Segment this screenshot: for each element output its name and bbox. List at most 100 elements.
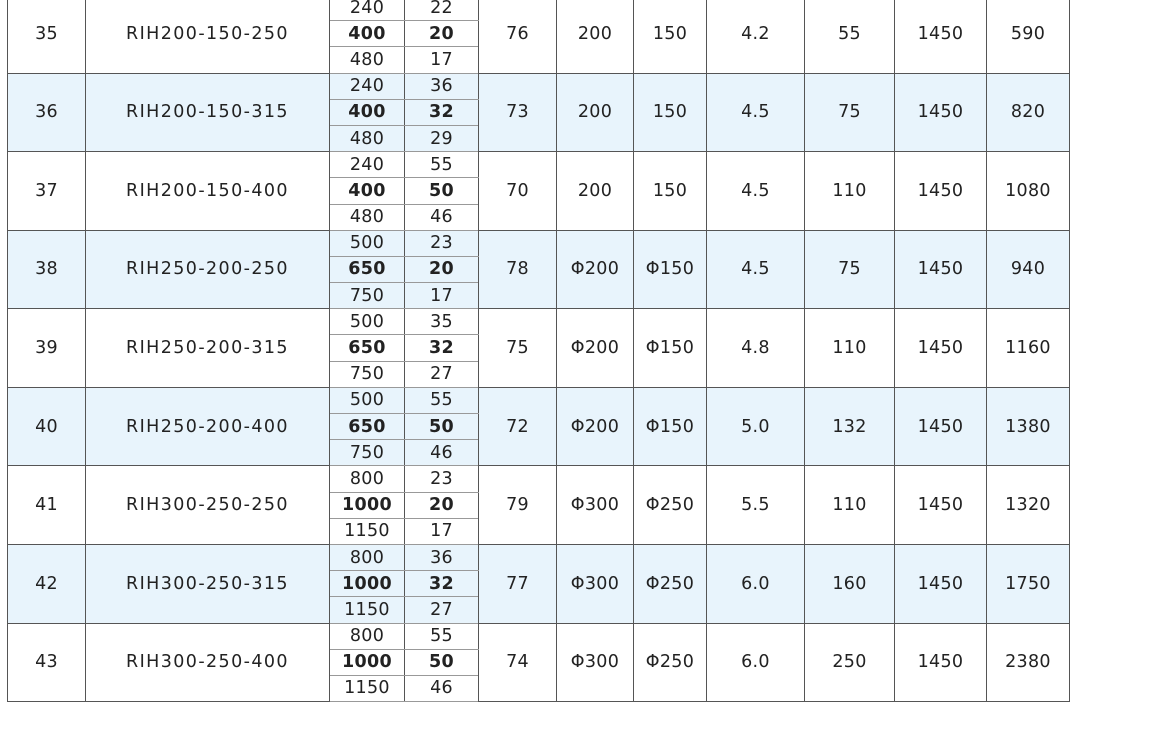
table-row: 40 RIH250-200-400 500 55 72 Φ200 Φ150 5.0 132 145… <box>7 386 1070 467</box>
flow-value: 650 <box>329 412 405 441</box>
efficiency: 78 <box>478 229 557 310</box>
npsh: 5.0 <box>706 386 805 467</box>
flow-value: 750 <box>329 360 405 388</box>
model-name: RIH200-150-400 <box>85 151 330 231</box>
motor-power: 110 <box>804 465 895 545</box>
inlet-diameter: 200 <box>556 0 634 74</box>
head-value: 22 <box>404 0 479 22</box>
head-value: 35 <box>404 308 479 336</box>
head-value: 36 <box>404 72 479 100</box>
motor-power: 132 <box>804 386 895 467</box>
npsh: 4.5 <box>706 229 805 310</box>
motor-power: 160 <box>804 543 895 624</box>
flow-value: 240 <box>329 72 405 100</box>
outlet-diameter: Φ250 <box>633 622 707 703</box>
row-number: 42 <box>7 543 86 624</box>
speed: 1450 <box>894 72 987 153</box>
efficiency: 77 <box>478 543 557 624</box>
row-number: 41 <box>7 465 86 545</box>
efficiency: 72 <box>478 386 557 467</box>
flow-value: 500 <box>329 308 405 336</box>
table-row: 400 50 <box>8 177 1070 205</box>
row-number: 39 <box>7 308 86 388</box>
table-row: 750 17 <box>8 282 1070 310</box>
head-value: 29 <box>404 124 479 153</box>
weight: 1160 <box>986 308 1070 388</box>
head-value: 50 <box>404 177 479 205</box>
npsh: 5.5 <box>706 465 805 545</box>
motor-power: 110 <box>804 151 895 231</box>
npsh: 4.5 <box>706 151 805 231</box>
efficiency: 70 <box>478 151 557 231</box>
speed: 1450 <box>894 0 987 74</box>
flow-value: 240 <box>329 0 405 22</box>
head-value: 20 <box>404 255 479 284</box>
table-row: 480 29 <box>8 124 1070 153</box>
flow-value: 800 <box>329 543 405 572</box>
efficiency: 79 <box>478 465 557 545</box>
table-row: 1000 20 <box>8 491 1070 519</box>
efficiency: 74 <box>478 622 557 703</box>
row-number: 35 <box>7 0 86 74</box>
model-name: RIH250-200-315 <box>85 308 330 388</box>
head-value: 32 <box>404 334 479 362</box>
inlet-diameter: 200 <box>556 72 634 153</box>
npsh: 6.0 <box>706 622 805 703</box>
head-value: 36 <box>404 543 479 572</box>
row-number: 40 <box>7 386 86 467</box>
head-value: 46 <box>404 439 479 467</box>
flow-value: 480 <box>329 124 405 153</box>
npsh: 4.2 <box>706 0 805 74</box>
flow-value: 1000 <box>329 570 405 598</box>
outlet-diameter: 150 <box>633 151 707 231</box>
motor-power: 110 <box>804 308 895 388</box>
flow-value: 1150 <box>329 596 405 624</box>
model-name: RIH250-200-400 <box>85 386 330 467</box>
head-value: 20 <box>404 20 479 48</box>
motor-power: 55 <box>804 0 895 74</box>
table-row: 650 32 <box>8 334 1070 362</box>
speed: 1450 <box>894 151 987 231</box>
flow-value: 240 <box>329 151 405 179</box>
flow-value: 800 <box>329 622 405 650</box>
flow-value: 750 <box>329 439 405 467</box>
flow-value: 1000 <box>329 648 405 676</box>
row-number: 36 <box>7 72 86 153</box>
head-value: 27 <box>404 360 479 388</box>
head-value: 50 <box>404 648 479 676</box>
outlet-diameter: Φ150 <box>633 386 707 467</box>
head-value: 55 <box>404 151 479 179</box>
row-number: 37 <box>7 151 86 231</box>
head-value: 55 <box>404 386 479 415</box>
head-value: 17 <box>404 517 479 545</box>
efficiency: 73 <box>478 72 557 153</box>
table-row: 400 32 <box>8 98 1070 126</box>
inlet-diameter: Φ300 <box>556 465 634 545</box>
model-name: RIH200-150-315 <box>85 72 330 153</box>
flow-value: 800 <box>329 465 405 493</box>
flow-value: 1150 <box>329 517 405 545</box>
motor-power: 75 <box>804 72 895 153</box>
speed: 1450 <box>894 622 987 703</box>
outlet-diameter: Φ250 <box>633 543 707 624</box>
table-row: 400 20 <box>8 20 1070 48</box>
head-value: 32 <box>404 98 479 126</box>
flow-value: 500 <box>329 229 405 257</box>
head-value: 55 <box>404 622 479 650</box>
weight: 1080 <box>986 151 1070 231</box>
speed: 1450 <box>894 543 987 624</box>
outlet-diameter: Φ150 <box>633 308 707 388</box>
table-row: 41 RIH300-250-250 800 23 79 Φ300 Φ250 5.5 110 145… <box>7 465 1070 545</box>
inlet-diameter: Φ300 <box>556 543 634 624</box>
speed: 1450 <box>894 386 987 467</box>
inlet-diameter: Φ200 <box>556 308 634 388</box>
efficiency: 76 <box>478 0 557 74</box>
table-row: 750 27 <box>8 360 1070 388</box>
motor-power: 250 <box>804 622 895 703</box>
head-value: 23 <box>404 229 479 257</box>
flow-value: 1150 <box>329 674 405 703</box>
weight: 820 <box>986 72 1070 153</box>
table-row: 650 20 <box>8 255 1070 284</box>
weight: 1380 <box>986 386 1070 467</box>
table-row: 36 RIH200-150-315 240 36 73 200 150 4.5 75 1450 82… <box>7 72 1070 153</box>
